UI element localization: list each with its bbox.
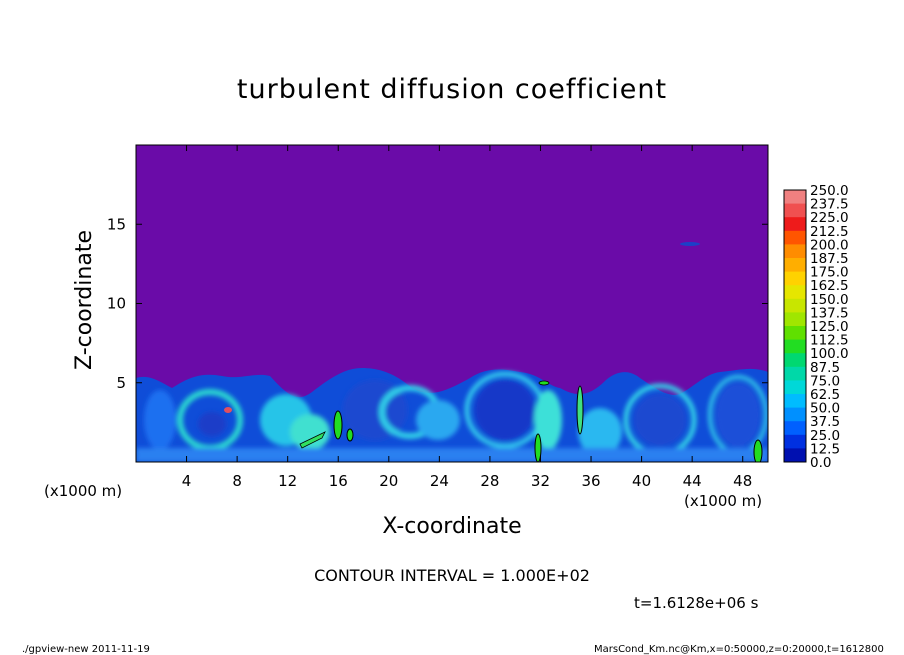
colorbar-swatch bbox=[784, 448, 806, 463]
y-tick-label: 5 bbox=[116, 374, 126, 392]
colorbar-swatch bbox=[784, 203, 806, 218]
colorbar-label: 75.0 bbox=[810, 373, 840, 389]
colorbar-frame bbox=[783, 189, 807, 463]
colorbar-swatch bbox=[784, 244, 806, 259]
colorbar-label: 12.5 bbox=[810, 441, 840, 457]
colorbar-swatch bbox=[784, 434, 806, 449]
x-tick-label: 16 bbox=[329, 472, 348, 490]
colorbar-swatch bbox=[784, 421, 806, 436]
colorbar-label: 100.0 bbox=[810, 346, 849, 362]
colorbar-swatch bbox=[784, 230, 806, 245]
colorbar-label: 150.0 bbox=[810, 292, 849, 308]
colorbar-label: 87.5 bbox=[810, 360, 840, 376]
colorbar-label: 112.5 bbox=[810, 333, 849, 349]
colorbar-swatch bbox=[784, 394, 806, 409]
colorbar-label: 137.5 bbox=[810, 305, 849, 321]
x-tick-label: 48 bbox=[733, 472, 752, 490]
colorbar-label: 225.0 bbox=[810, 210, 849, 226]
x-tick-label: 8 bbox=[232, 472, 242, 490]
colorbar-swatch bbox=[784, 298, 806, 313]
turbulent-layer bbox=[136, 242, 768, 462]
colorbar-label: 237.5 bbox=[810, 197, 849, 213]
colorbar-label: 62.5 bbox=[810, 387, 840, 403]
x-tick-label: 4 bbox=[182, 472, 192, 490]
chart-title: turbulent diffusion coefficient bbox=[236, 74, 668, 105]
high-value-spots bbox=[224, 242, 763, 462]
colorbar-swatch bbox=[784, 366, 806, 381]
footer-right: MarsCond_Km.nc@Km,x=0:50000,z=0:20000,t=… bbox=[594, 644, 884, 655]
colorbar-label: 50.0 bbox=[810, 401, 840, 417]
colorbar-swatch bbox=[784, 353, 806, 368]
colorbar-swatch bbox=[784, 271, 806, 286]
colorbar-swatch bbox=[784, 285, 806, 300]
colorbar-swatch bbox=[784, 407, 806, 422]
y-axis-label: Z-coordinate bbox=[72, 230, 97, 370]
colorbar-label: 125.0 bbox=[810, 319, 849, 335]
x-tick-label: 36 bbox=[581, 472, 600, 490]
colorbar-swatch bbox=[784, 339, 806, 354]
turbulence-patches bbox=[136, 371, 768, 462]
y-tick-label: 15 bbox=[107, 215, 126, 233]
y-tick-label: 10 bbox=[107, 295, 126, 313]
colorbar-swatch bbox=[784, 190, 806, 205]
colorbar-label: 25.0 bbox=[810, 428, 840, 444]
x-axis-label: X-coordinate bbox=[382, 514, 522, 539]
colorbar-label: 162.5 bbox=[810, 278, 849, 294]
x-tick-label: 32 bbox=[531, 472, 550, 490]
colorbar-swatch bbox=[784, 312, 806, 327]
footer-left: ./gpview-new 2011-11-19 bbox=[22, 644, 150, 655]
x-tick-label: 12 bbox=[278, 472, 297, 490]
x-tick-label: 24 bbox=[430, 472, 449, 490]
colorbar-label: 250.0 bbox=[810, 183, 849, 199]
colorbar-label: 37.5 bbox=[810, 414, 840, 430]
x-axis-unit-left: (x1000 m) bbox=[44, 482, 123, 500]
colorbar-label: 187.5 bbox=[810, 251, 849, 267]
x-tick-label: 20 bbox=[379, 472, 398, 490]
colorbar-label: 0.0 bbox=[810, 455, 831, 471]
x-tick-label: 28 bbox=[480, 472, 499, 490]
x-tick-label: 40 bbox=[632, 472, 651, 490]
colorbar: 250.0237.5225.0212.5200.0187.5175.0162.5… bbox=[783, 183, 849, 471]
contour-interval-note: CONTOUR INTERVAL = 1.000E+02 bbox=[314, 566, 590, 585]
colorbar-swatch bbox=[784, 258, 806, 273]
y-axis: 5 10 15 bbox=[107, 215, 768, 392]
colorbar-swatch bbox=[784, 380, 806, 395]
colorbar-swatch bbox=[784, 217, 806, 232]
colorbar-label: 175.0 bbox=[810, 265, 849, 281]
colorbar-label: 200.0 bbox=[810, 237, 849, 253]
x-tick-label: 44 bbox=[683, 472, 702, 490]
colorbar-label: 212.5 bbox=[810, 224, 849, 240]
colorbar-swatch bbox=[784, 326, 806, 341]
x-axis: 4 8 12 16 20 24 28 32 36 40 44 48 bbox=[182, 145, 752, 490]
time-label: t=1.6128e+06 s bbox=[634, 594, 759, 612]
x-axis-unit-right: (x1000 m) bbox=[684, 492, 763, 510]
